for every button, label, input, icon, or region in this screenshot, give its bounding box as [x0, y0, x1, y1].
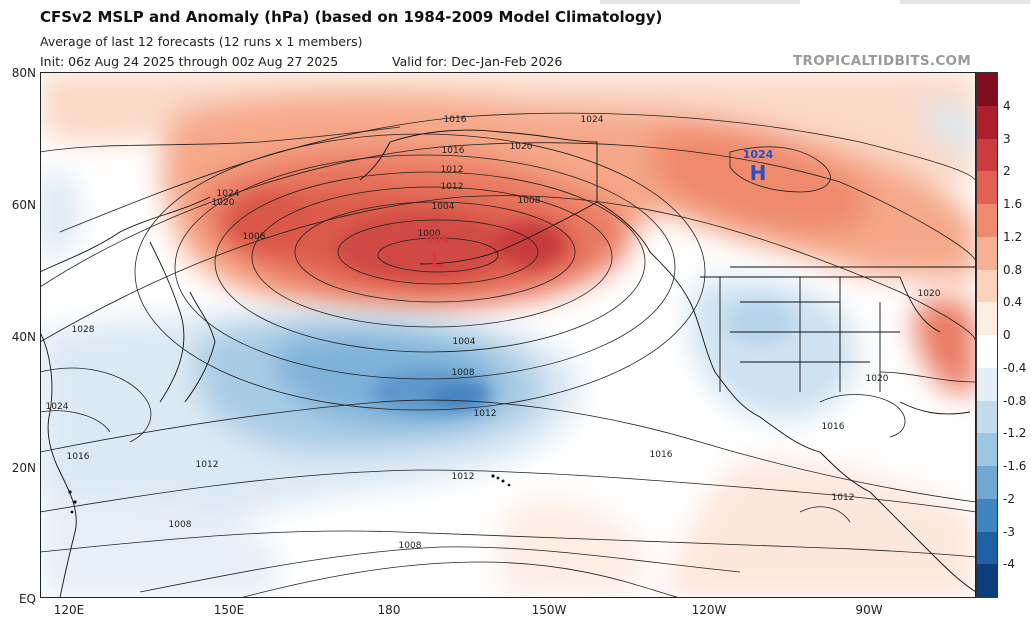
colorbar-segment	[977, 269, 997, 303]
colorbar-segment	[977, 335, 997, 369]
colorbar-label: 3	[1003, 131, 1011, 146]
isobar-label: 1020	[918, 289, 941, 299]
colorbar-segment	[977, 302, 997, 336]
colorbar-segment	[977, 138, 997, 172]
isobar-label: 1016	[822, 422, 845, 432]
colorbar-segment	[977, 498, 997, 532]
colorbar-segment	[977, 171, 997, 205]
lon-label-150e: 150E	[213, 603, 245, 617]
isobar-label: 1012	[474, 409, 497, 419]
isobar-label: 1024	[46, 402, 69, 412]
colorbar-label: 0.4	[1003, 295, 1023, 310]
isobar-label: 1020	[866, 374, 889, 384]
lat-label-60n: 60N	[11, 198, 36, 212]
isobar-label: 1008	[518, 196, 541, 206]
colorbar-label: -3	[1003, 524, 1015, 539]
colorbar-segment	[977, 204, 997, 238]
init-time: Init: 06z Aug 24 2025 through 00z Aug 27…	[40, 54, 339, 69]
colorbar-label: -2	[1003, 491, 1015, 506]
isobar-label: 1008	[243, 232, 266, 242]
isobar-label: 1004	[453, 337, 476, 347]
colorbar-label: 0	[1003, 328, 1011, 342]
low-pressure-letter: L	[431, 248, 444, 272]
isobar-label: 1024	[217, 189, 240, 199]
lon-label-120w: 120W	[691, 603, 727, 617]
isobar-label: 1020	[510, 142, 533, 152]
coastlines	[40, 129, 976, 598]
lon-label-120e: 120E	[53, 603, 85, 617]
lat-label-40n: 40N	[11, 330, 36, 344]
top-toolbar-strip-2	[900, 0, 1030, 4]
colorbar-segment	[977, 105, 997, 139]
top-toolbar-strip	[600, 0, 800, 4]
isobar-label: 1012	[441, 165, 464, 175]
colorbar-label: 4	[1003, 98, 1011, 113]
map-frame	[40, 72, 976, 598]
isobar-label: 1020	[212, 198, 235, 208]
isobar-label: 1012	[196, 460, 219, 470]
colorbar-label: -1.2	[1003, 426, 1027, 441]
colorbar-label: -0.4	[1003, 360, 1027, 375]
map-subtitle: Average of last 12 forecasts (12 runs x …	[40, 34, 363, 49]
isobar-label: 1016	[442, 146, 465, 156]
colorbar-label: -4	[1003, 557, 1015, 572]
isobar-label: 1016	[444, 115, 467, 125]
valid-time: Valid for: Dec-Jan-Feb 2026	[392, 54, 563, 69]
colorbar	[976, 72, 998, 598]
high-pressure-value: 1024	[743, 148, 774, 161]
colorbar-label: -0.8	[1003, 393, 1027, 408]
colorbar-label: -1.6	[1003, 459, 1027, 473]
isobar-label: 1008	[452, 368, 475, 378]
colorbar-segment	[977, 400, 997, 434]
isobar-label: 1028	[72, 325, 95, 335]
colorbar-segment	[977, 236, 997, 270]
isobar-label: 1012	[452, 472, 475, 482]
isobar-label: 1016	[650, 450, 673, 460]
high-pressure-center: 1024 H	[743, 148, 774, 185]
isobar-label: 1000	[418, 229, 441, 239]
lat-label-80n: 80N	[11, 66, 36, 80]
colorbar-segment	[977, 531, 997, 565]
colorbar-segment	[977, 73, 997, 107]
high-pressure-letter: H	[750, 161, 767, 185]
colorbar-segment	[977, 433, 997, 467]
lon-label-180: 180	[377, 603, 401, 617]
isobar-label: 1008	[399, 541, 422, 551]
colorbar-label: 1.6	[1003, 197, 1023, 211]
isobar-label: 1008	[169, 520, 192, 530]
lon-label-150w: 150W	[531, 603, 567, 617]
anomaly-map: 1024 1020 1016 1012 1008 1004 1000 1008 …	[40, 72, 976, 598]
isobar-label: 1024	[581, 115, 604, 125]
isobars	[40, 112, 976, 598]
islands	[68, 474, 511, 514]
low-pressure-value: 996	[426, 233, 449, 246]
lat-label-eq: EQ	[18, 592, 36, 606]
colorbar-label: 1.2	[1003, 229, 1023, 244]
lon-label-90w: 90W	[855, 603, 883, 617]
low-pressure-center: 996 L	[426, 233, 449, 272]
positive-anomaly-field	[40, 72, 976, 598]
map-title: CFSv2 MSLP and Anomaly (hPa) (based on 1…	[40, 8, 663, 26]
isobar-labels: 1024 1020 1016 1012 1008 1004 1000 1008 …	[46, 115, 941, 551]
isobar-label: 1012	[832, 493, 855, 503]
lat-label-20n: 20N	[11, 461, 36, 475]
colorbar-label: 0.8	[1003, 262, 1023, 277]
colorbar-segment	[977, 367, 997, 401]
colorbar-segment	[977, 564, 997, 598]
brand-watermark: TROPICALTIDBITS.COM	[793, 53, 972, 69]
colorbar-label: 2	[1003, 164, 1011, 179]
colorbar-segment	[977, 466, 997, 500]
isobar-label: 1012	[441, 182, 464, 192]
isobar-label: 1004	[432, 202, 455, 212]
isobar-label: 1016	[67, 452, 90, 462]
